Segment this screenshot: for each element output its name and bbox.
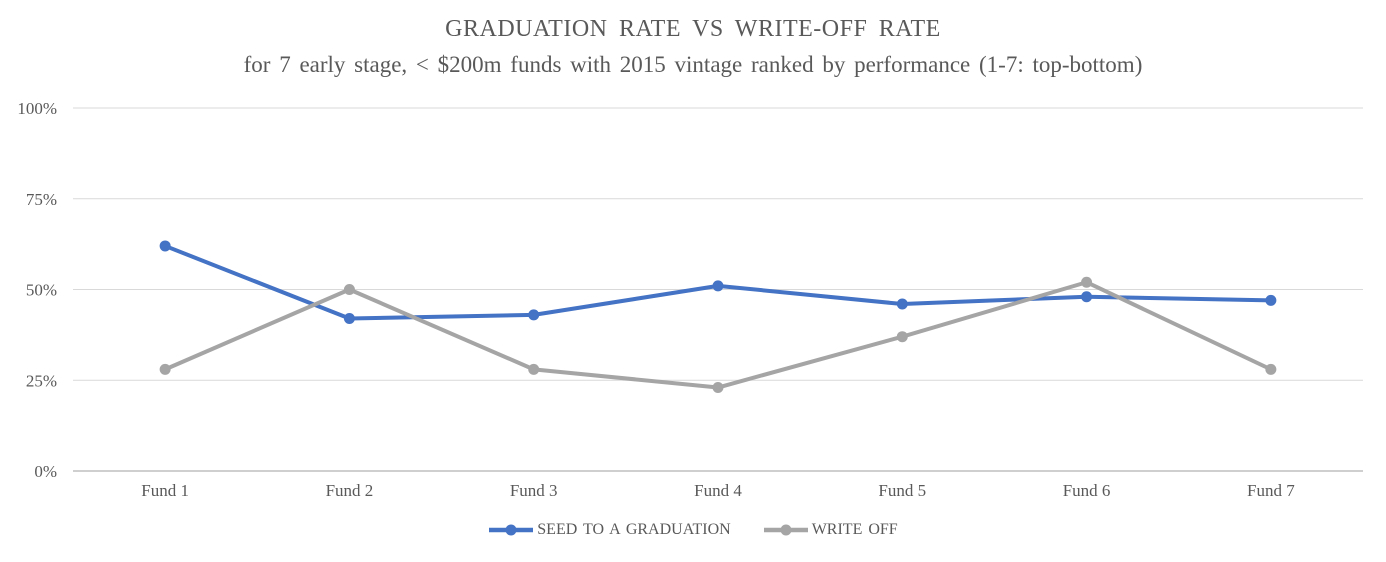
y-tick-label: 50% xyxy=(26,281,57,300)
data-point-marker xyxy=(528,309,540,321)
x-tick-label: Fund 6 xyxy=(1063,481,1111,500)
data-point-marker xyxy=(159,240,171,252)
x-tick-label: Fund 3 xyxy=(510,481,558,500)
y-tick-label: 75% xyxy=(26,190,57,209)
data-point-marker xyxy=(159,363,171,375)
x-tick-label: Fund 7 xyxy=(1247,481,1295,500)
legend-line-marker-icon xyxy=(763,524,808,536)
data-point-marker xyxy=(1081,291,1093,303)
data-point-marker xyxy=(1265,363,1277,375)
data-point-marker xyxy=(712,280,724,292)
data-point-marker xyxy=(1081,276,1093,288)
legend-line-marker-icon xyxy=(489,524,534,536)
data-point-marker xyxy=(1265,294,1277,306)
y-tick-label: 0% xyxy=(34,462,57,481)
data-point-marker xyxy=(343,313,355,325)
x-tick-label: Fund 5 xyxy=(878,481,926,500)
data-point-marker xyxy=(528,363,540,375)
legend-item-seed-to-a-graduation: SEED TO A GRADUATION xyxy=(488,521,731,539)
data-point-marker xyxy=(343,284,355,295)
chart-title: GRADUATION RATE VS WRITE-OFF RATE xyxy=(445,16,941,42)
data-point-marker xyxy=(712,382,724,394)
y-tick-label: 25% xyxy=(26,371,57,390)
legend-label-write-off: WRITE OFF xyxy=(811,521,898,538)
x-tick-label: Fund 4 xyxy=(694,481,742,500)
legend: SEED TO A GRADUATION WRITE OFF xyxy=(0,521,1386,539)
x-tick-label: Fund 1 xyxy=(141,481,189,500)
data-point-marker xyxy=(896,331,908,343)
legend-item-write-off: WRITE OFF xyxy=(763,521,898,539)
chart-subtitle: for 7 early stage, < $200m funds with 20… xyxy=(243,52,1143,77)
data-point-marker xyxy=(896,298,908,310)
y-tick-label: 100% xyxy=(17,99,57,118)
x-tick-label: Fund 2 xyxy=(326,481,374,500)
legend-label-seed-to-a-graduation: SEED TO A GRADUATION xyxy=(537,521,731,538)
